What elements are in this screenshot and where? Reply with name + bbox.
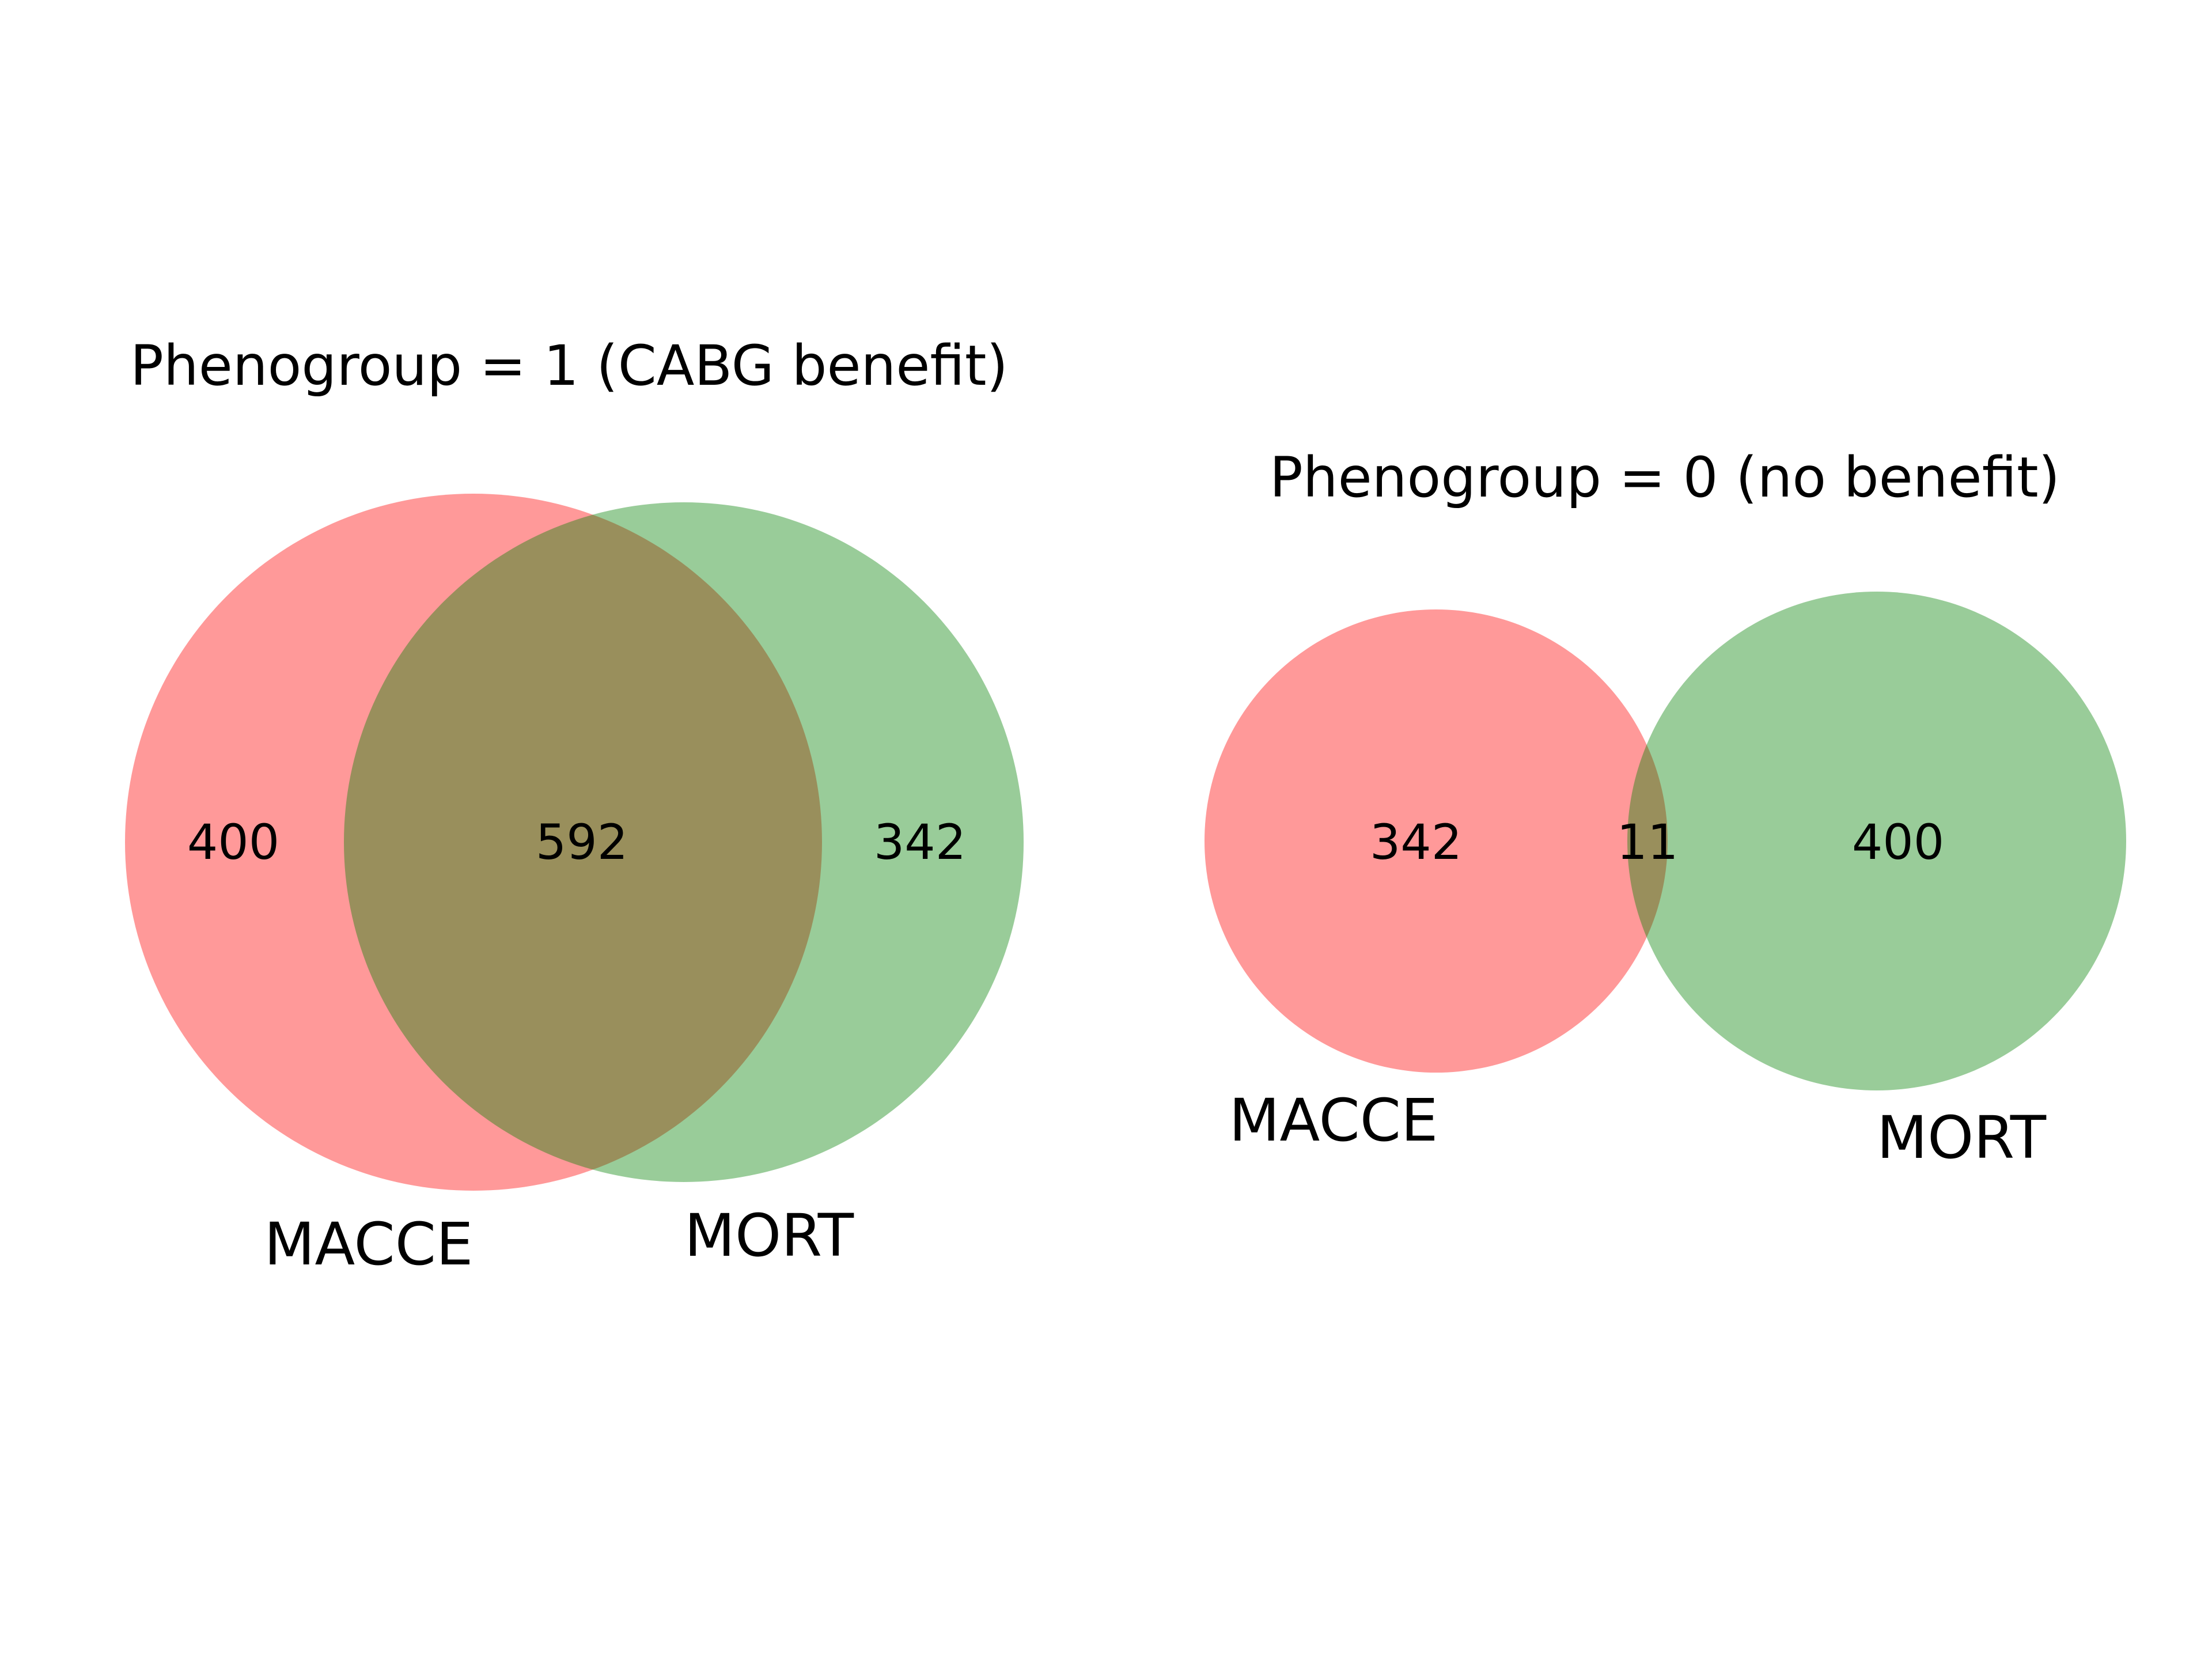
panel-2-label-mort: MORT (1877, 1104, 2047, 1172)
panel-1-count-mort-only: 342 (874, 814, 966, 870)
panel-1-circle-mort (344, 502, 1024, 1182)
panel-1-label-macce: MACCE (264, 1210, 474, 1279)
panel-1-count-overlap: 592 (536, 814, 628, 870)
panel-1-count-macce-only: 400 (187, 814, 279, 870)
panel-2-label-macce: MACCE (1229, 1086, 1438, 1155)
panel-2-count-mort-only: 400 (1852, 814, 1944, 870)
panel-2-circle-mort (1627, 592, 2126, 1090)
panel-1-label-mort: MORT (684, 1202, 854, 1270)
panel-2-count-overlap: 11 (1617, 814, 1679, 870)
venn-panel-1: Phenogroup = 1 (CABG benefit) 400 592 34… (125, 334, 1024, 1279)
panel-2-circle-macce (1205, 609, 1668, 1073)
panel-2-title: Phenogroup = 0 (no benefit) (1270, 445, 2060, 510)
panel-1-title: Phenogroup = 1 (CABG benefit) (130, 334, 1008, 398)
panel-2-count-macce-only: 342 (1370, 814, 1462, 870)
venn-panel-2: Phenogroup = 0 (no benefit) 342 11 400 M… (1205, 445, 2126, 1172)
panel-1-circle-macce (125, 494, 822, 1191)
